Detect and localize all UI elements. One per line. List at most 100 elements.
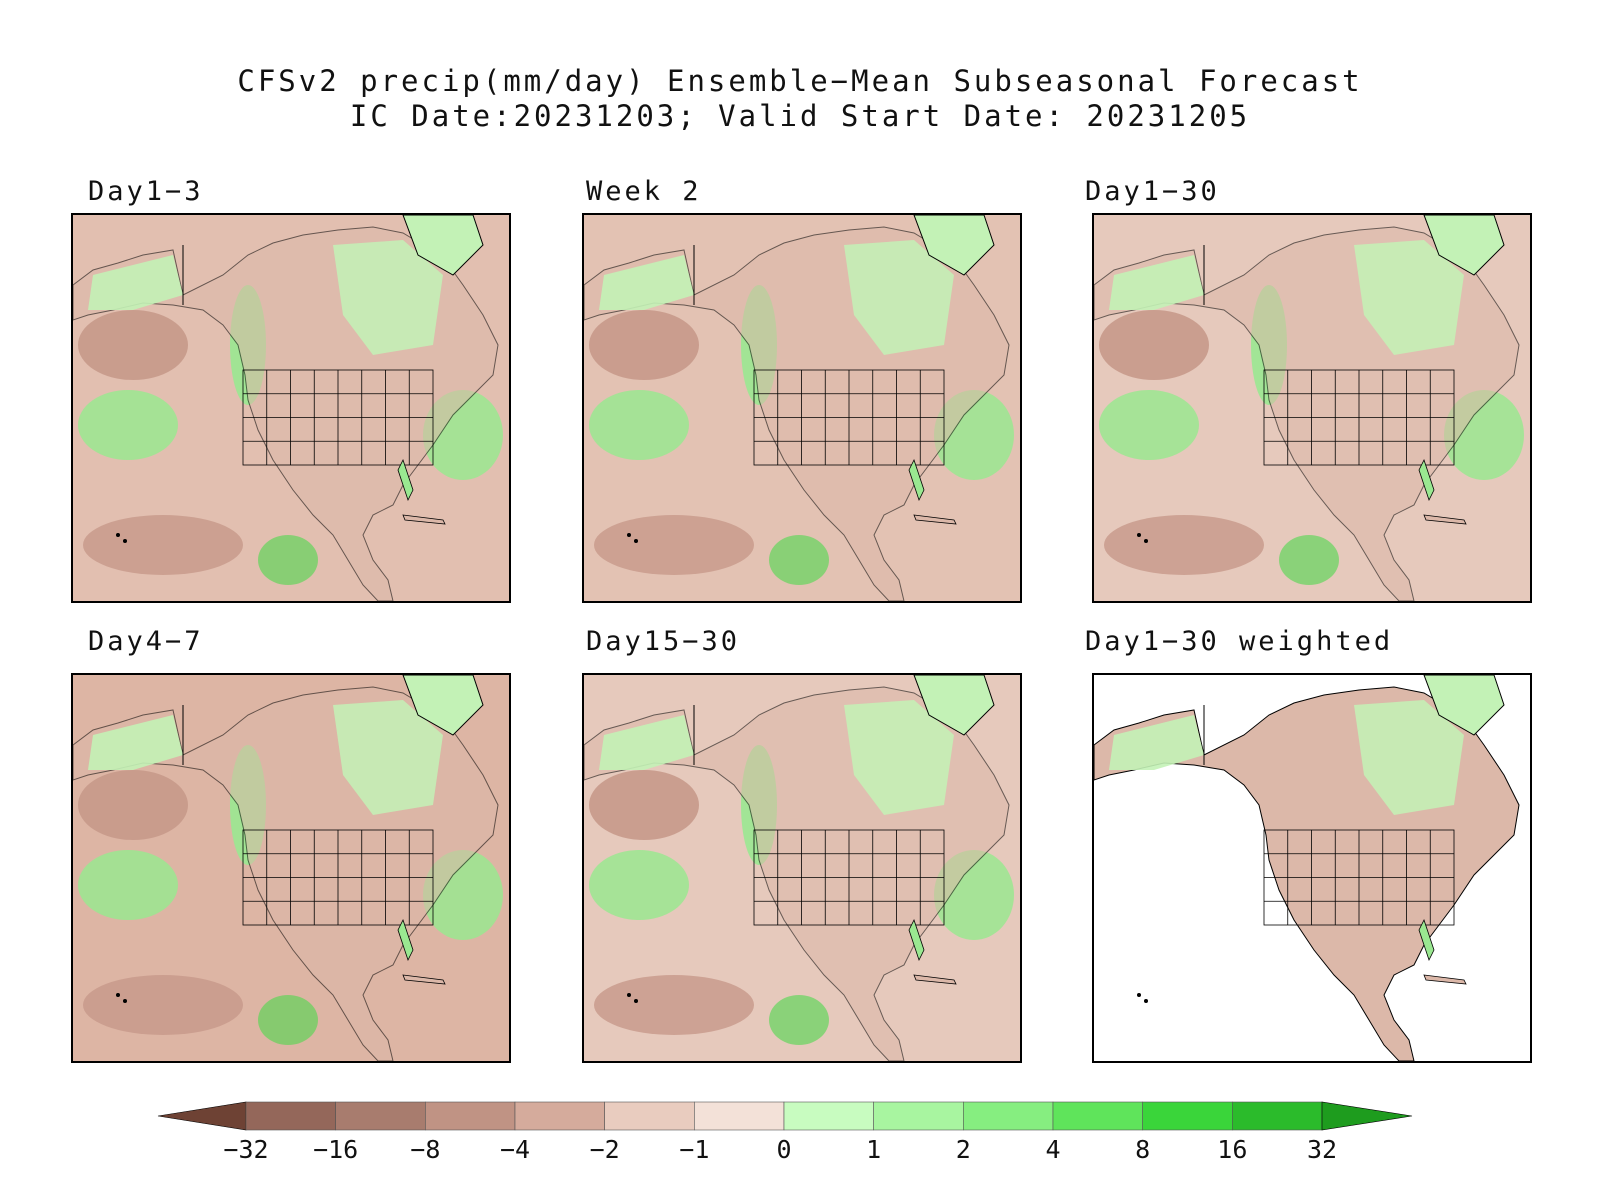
canada-wet-area (333, 700, 443, 815)
wet-area (258, 535, 318, 585)
colorbar: −32 −16 −8 −4 −2 −1 0 1 2 4 8 16 32 (157, 1101, 1413, 1164)
panel-label-day1-30: Day1−30 (1085, 176, 1220, 207)
precip-field (78, 745, 503, 1045)
florida (908, 458, 925, 502)
alaska-wet-area (599, 715, 694, 770)
alaska-wet-area (88, 255, 183, 310)
dry-area (1099, 310, 1209, 380)
colorbar-arrow-right (1321, 1101, 1413, 1131)
colorbar-box (963, 1101, 1054, 1131)
hawaii (1137, 533, 1141, 537)
colorbar-tick-label: 8 (1135, 1135, 1150, 1164)
colorbar-box (783, 1101, 874, 1131)
hawaii (116, 993, 120, 997)
colorbar-tick-label: −32 (223, 1135, 268, 1164)
canada-wet-area (844, 700, 954, 815)
figure-title-line1: CFSv2 precip(mm/day) Ensemble−Mean Subse… (237, 64, 1363, 98)
wet-area (78, 390, 178, 460)
hawaii (123, 999, 127, 1003)
map-svg (73, 675, 509, 1061)
dry-area (589, 770, 699, 840)
hawaii (634, 539, 638, 543)
canada-wet-area (333, 240, 443, 355)
colorbar-box (694, 1101, 785, 1131)
greenland (913, 675, 995, 736)
florida (1418, 918, 1435, 962)
map-svg (584, 675, 1020, 1061)
hawaii (1144, 539, 1148, 543)
map-svg (584, 215, 1020, 601)
colorbar-tick-label: 16 (1217, 1135, 1247, 1164)
map-panel-week2 (582, 213, 1022, 603)
hawaii (634, 999, 638, 1003)
map-svg (1094, 675, 1530, 1061)
alaska-wet-area (599, 255, 694, 310)
colorbar-tick-label: 0 (776, 1135, 791, 1164)
panel-label-day1-3: Day1−3 (88, 176, 204, 207)
colorbar-box (1232, 1101, 1323, 1131)
wet-area (1099, 390, 1199, 460)
colorbar-box (873, 1101, 964, 1131)
wet-area (769, 535, 829, 585)
colorbar-box (425, 1101, 516, 1131)
florida (908, 918, 925, 962)
colorbar-tick-label: −8 (410, 1135, 440, 1164)
colorbar-box (245, 1101, 336, 1131)
map-panel-day15-30 (582, 673, 1022, 1063)
canada-wet-area (844, 240, 954, 355)
colorbar-tick-label: 2 (956, 1135, 971, 1164)
greenland (913, 215, 995, 276)
dry-area (83, 975, 243, 1035)
hawaii (116, 533, 120, 537)
us-states (242, 369, 434, 466)
precip-field (1099, 285, 1524, 585)
us-states (242, 829, 434, 926)
hawaii (1137, 993, 1141, 997)
colorbar-tick-label: 1 (866, 1135, 881, 1164)
colorbar-tick-label: 32 (1307, 1135, 1337, 1164)
map-svg (73, 215, 509, 601)
cuba (1423, 974, 1467, 985)
cuba (913, 974, 957, 985)
alaska-wet-area (1109, 715, 1204, 770)
cuba (402, 514, 446, 525)
panel-label-day4-7: Day4−7 (88, 626, 204, 657)
panel-label-day15-30: Day15−30 (586, 626, 741, 657)
colorbar-arrow-left (157, 1101, 247, 1131)
canada-wet-area (1354, 240, 1464, 355)
dry-area (1104, 515, 1264, 575)
colorbar-box (335, 1101, 426, 1131)
colorbar-box (1142, 1101, 1233, 1131)
hawaii (627, 993, 631, 997)
map-panel-day1-3 (71, 213, 511, 603)
colorbar-box (514, 1101, 605, 1131)
panel-label-day1-30-weighted: Day1−30 weighted (1085, 626, 1394, 657)
canada-wet-area (1354, 700, 1464, 815)
greenland (402, 215, 484, 276)
cuba (913, 514, 957, 525)
wet-area (1279, 535, 1339, 585)
wet-area (769, 995, 829, 1045)
hawaii (627, 533, 631, 537)
wet-area (589, 850, 689, 920)
colorbar-box (604, 1101, 695, 1131)
hawaii (1144, 999, 1148, 1003)
us-states (1263, 829, 1455, 926)
panel-label-week2: Week 2 (586, 176, 702, 207)
colorbar-tick-label: −1 (679, 1135, 709, 1164)
hawaii (123, 539, 127, 543)
map-panel-day1-30-weighted (1092, 673, 1532, 1063)
us-states (753, 829, 945, 926)
florida (397, 918, 414, 962)
dry-area (589, 310, 699, 380)
greenland (1423, 675, 1505, 736)
florida (1418, 458, 1435, 502)
greenland (402, 675, 484, 736)
us-states (1263, 369, 1455, 466)
colorbar-tick-label: −4 (500, 1135, 530, 1164)
alaska-wet-area (1109, 255, 1204, 310)
wet-area (258, 995, 318, 1045)
map-panel-day1-30 (1092, 213, 1532, 603)
colorbar-tick-label: −2 (590, 1135, 620, 1164)
dry-area (594, 975, 754, 1035)
